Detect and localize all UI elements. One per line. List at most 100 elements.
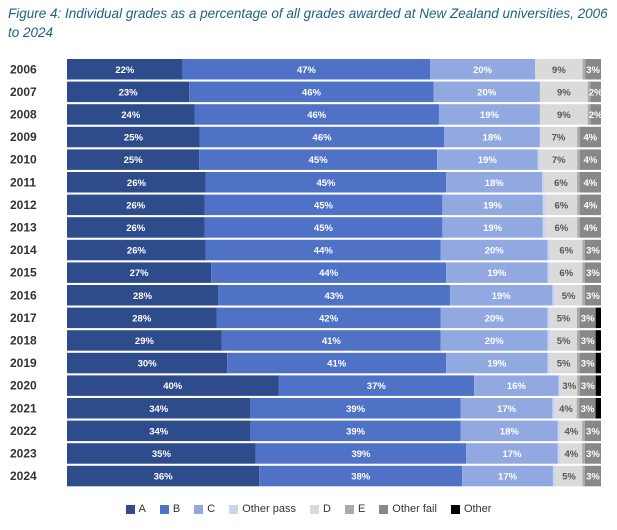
bar-segment-other-fail-2009 xyxy=(579,126,601,148)
data-label-b-2017: 42% xyxy=(319,313,339,324)
data-label-a-2018: 29% xyxy=(135,336,155,347)
year-label-2022: 2022 xyxy=(10,424,37,438)
data-label-c-2007: 20% xyxy=(477,87,497,98)
data-label-other-fail-2006: 3% xyxy=(586,65,600,76)
data-label-a-2014: 26% xyxy=(127,246,147,257)
stacked-bar-chart: 2006 22% 47% 20% 9% 3% 2007 23% 46% 20% 9% 2% 2008 24… xyxy=(10,59,603,487)
data-label-other-fail-2022: 3% xyxy=(586,426,600,437)
year-label-2006: 2006 xyxy=(10,62,37,76)
legend-swatch-d xyxy=(310,504,319,514)
data-label-b-2021: 39% xyxy=(346,404,366,415)
bar-segment-a-2014 xyxy=(67,239,206,261)
bar-segment-b-2013 xyxy=(204,217,443,238)
bar-segment-b-2015 xyxy=(211,262,447,283)
data-label-d-2014: 6% xyxy=(559,246,573,257)
bar-segment-other-fail-2014 xyxy=(584,239,601,261)
data-label-c-2014: 20% xyxy=(485,246,505,257)
bar-segment-c-2013 xyxy=(442,217,543,238)
data-label-other-fail-2017: 3% xyxy=(581,313,595,324)
bar-segment-other-fail-2023 xyxy=(584,443,601,464)
year-label-2023: 2023 xyxy=(10,446,37,460)
legend-item-other-pass: Other pass xyxy=(229,503,296,515)
year-label-2017: 2017 xyxy=(10,311,37,325)
data-label-b-2024: 38% xyxy=(351,472,371,483)
bar-segment-e-2020 xyxy=(577,375,580,396)
data-label-d-2009: 7% xyxy=(552,133,566,144)
data-label-b-2009: 46% xyxy=(313,133,333,144)
bar-segment-a-2021 xyxy=(67,398,251,419)
data-label-a-2016: 28% xyxy=(133,291,153,302)
data-label-d-2024: 5% xyxy=(562,472,576,483)
bar-segment-b-2023 xyxy=(255,443,467,464)
data-label-a-2015: 27% xyxy=(130,268,150,279)
data-label-d-2016: 5% xyxy=(562,291,576,302)
chart-legend: A B C Other pass D E Other fail Other xyxy=(0,501,617,517)
bar-segment-b-2009 xyxy=(199,126,445,148)
bar-segment-other-fail-2022 xyxy=(584,420,601,442)
bar-segment-b-2017 xyxy=(216,307,441,329)
bar-segment-c-2007 xyxy=(433,81,540,103)
bar-segment-other-pass-2021 xyxy=(552,398,556,419)
bar-segment-e-2007 xyxy=(587,81,591,103)
data-label-c-2012: 19% xyxy=(483,200,503,211)
data-label-b-2022: 39% xyxy=(346,426,366,437)
legend-swatch-e xyxy=(344,504,354,514)
data-label-a-2006: 22% xyxy=(115,65,135,76)
bar-segment-other-pass-2013 xyxy=(542,217,546,238)
data-label-d-2017: 5% xyxy=(557,313,571,324)
data-label-other-fail-2023: 3% xyxy=(586,449,600,460)
data-label-other-fail-2007: 2% xyxy=(589,87,603,98)
year-label-2009: 2009 xyxy=(10,130,37,144)
year-label-2008: 2008 xyxy=(10,107,37,121)
bar-segment-e-2006 xyxy=(582,59,586,80)
data-label-other-fail-2008: 2% xyxy=(589,110,603,121)
legend-item-other-fail: Other fail xyxy=(379,503,437,515)
data-label-other-fail-2015: 3% xyxy=(586,268,600,279)
data-label-b-2015: 44% xyxy=(319,268,339,279)
bar-segment-other-fail-2006 xyxy=(585,59,601,80)
data-label-c-2008: 19% xyxy=(480,110,500,121)
legend-item-c: C xyxy=(194,503,215,515)
data-label-other-fail-2019: 3% xyxy=(581,359,595,370)
bar-segment-d-2019 xyxy=(550,352,577,374)
bar-segment-d-2023 xyxy=(560,443,583,464)
legend-label-c: C xyxy=(207,503,216,515)
bar-segment-a-2006 xyxy=(67,59,183,80)
year-label-2018: 2018 xyxy=(10,333,37,347)
bar-segment-other-fail-2013 xyxy=(579,217,601,238)
bar-segment-c-2010 xyxy=(437,149,538,170)
data-label-c-2018: 20% xyxy=(485,336,505,347)
data-label-d-2021: 4% xyxy=(559,404,573,415)
bar-segment-c-2011 xyxy=(446,172,543,193)
bar-segment-other-pass-2024 xyxy=(552,465,556,487)
data-label-d-2006: 9% xyxy=(552,65,566,76)
bar-segment-d-2006 xyxy=(535,59,583,80)
data-label-c-2021: 17% xyxy=(497,404,517,415)
data-label-other-fail-2020: 3% xyxy=(581,381,595,392)
bar-segment-a-2012 xyxy=(67,194,205,216)
bar-segment-d-2018 xyxy=(550,330,577,351)
bar-segment-d-2022 xyxy=(560,420,583,442)
data-label-d-2022: 4% xyxy=(564,426,578,437)
year-label-2016: 2016 xyxy=(10,288,37,302)
bar-segment-a-2011 xyxy=(67,172,206,193)
year-label-2021: 2021 xyxy=(10,401,37,415)
legend-label-other-fail: Other fail xyxy=(392,503,437,515)
data-label-c-2017: 20% xyxy=(485,313,505,324)
data-label-d-2010: 7% xyxy=(552,155,566,166)
data-label-other-fail-2018: 3% xyxy=(581,336,595,347)
bar-segment-other-fail-2007 xyxy=(590,81,601,103)
bar-segment-other-pass-2012 xyxy=(542,194,546,216)
legend-swatch-other-fail xyxy=(379,504,389,514)
bar-segment-e-2013 xyxy=(577,217,580,238)
bar-segment-a-2010 xyxy=(67,149,200,170)
bar-segment-other-2017 xyxy=(595,307,601,329)
data-label-b-2014: 44% xyxy=(314,246,334,257)
bar-segment-other-fail-2020 xyxy=(579,375,596,396)
bar-segment-b-2016 xyxy=(218,285,450,306)
bar-segment-d-2024 xyxy=(555,465,583,487)
bar-segment-c-2020 xyxy=(474,375,559,396)
data-label-a-2007: 23% xyxy=(119,87,139,98)
year-label-2013: 2013 xyxy=(10,220,37,234)
bar-segment-other-pass-2017 xyxy=(547,307,551,329)
